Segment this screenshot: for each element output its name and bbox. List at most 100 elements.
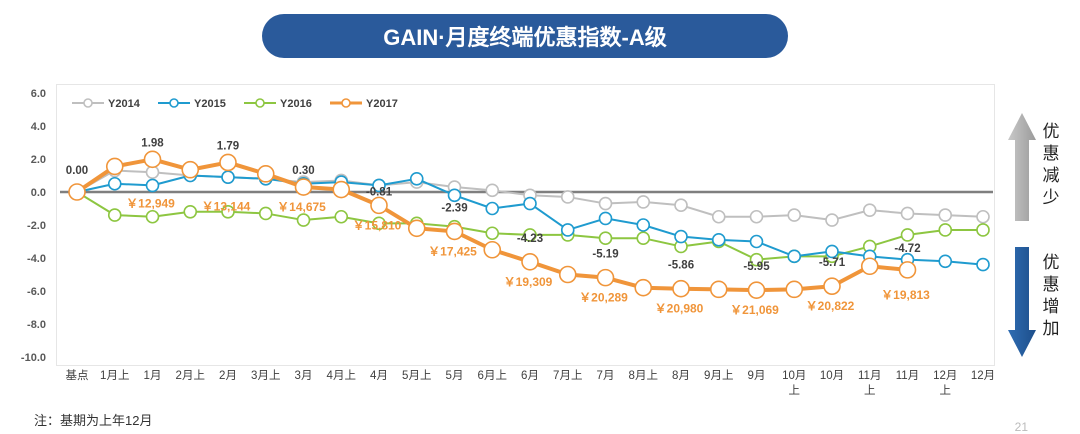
y-tick-label: -4.0 [27,253,46,265]
value-label: 0.30 [292,165,314,177]
arrow-up-icon [1008,113,1036,221]
data-point [219,153,237,172]
data-point [294,178,313,196]
data-point [256,165,275,183]
data-point [107,176,122,191]
data-point [523,228,537,242]
y-tick-label: -2.0 [27,220,46,232]
data-point [711,233,726,247]
x-tick-label: 5月 [446,370,464,382]
legend-marker [169,98,179,108]
x-tick-label: 2月 [219,370,237,382]
data-point [372,216,386,231]
legend-label: Y2016 [280,98,312,110]
y-tick-label: -6.0 [27,286,46,298]
x-tick-label-line: 11月 [858,370,881,382]
series-Y2017 [68,150,917,299]
x-tick-label: 1月上 [100,369,129,382]
y-tick-label: 2.0 [31,154,46,166]
x-tick-label: 6月上 [478,369,507,382]
data-point [976,223,990,237]
side-label-discount-increase: 优惠增加 [1041,252,1061,340]
data-point [787,208,802,222]
x-tick-label: 4月 [370,370,388,382]
price-label: ￥12,949 [126,196,175,210]
data-point [898,261,917,279]
series-line-Y2017 [75,157,908,293]
value-label: -5.19 [592,249,618,261]
legend-label: Y2015 [194,98,226,110]
data-point [372,178,386,193]
data-point [332,180,351,199]
data-point [221,170,235,184]
series-Y2014 [70,163,990,227]
data-point [409,172,424,186]
data-point [634,278,653,297]
data-point [296,213,311,227]
price-label: ￥17,425 [428,244,477,258]
data-point [860,257,879,276]
price-label: ￥20,289 [579,291,628,305]
data-point [862,203,877,217]
data-point [825,213,839,227]
x-tick-label: 12月 [971,370,995,382]
data-point [105,157,124,176]
data-point [749,252,764,267]
data-point [523,196,537,211]
x-tick-label: 6月 [521,370,539,382]
legend-marker [255,98,265,108]
data-point [785,280,804,299]
y-tick-label: 6.0 [31,88,46,100]
data-point [181,160,200,179]
side-label-discount-decrease: 优惠减少 [1041,121,1061,209]
price-label: ￥19,813 [881,288,930,302]
data-point [485,183,500,198]
y-tick-label: -8.0 [27,319,46,331]
data-point [145,178,160,193]
data-point [636,231,651,245]
chart-axes: 6.0 4.0 2.0 0.0 -2.0 -4.0 -6.0 -8.0 -10.0 基点 1月上 1月… [21,88,995,397]
data-point [598,196,613,211]
data-point [445,222,464,241]
data-point [107,208,122,222]
value-label: 1.79 [217,140,239,152]
x-tick-label: 7月 [597,370,615,382]
side-arrows [1008,113,1036,357]
data-point [221,205,235,219]
data-point [674,198,688,212]
y-tick-label: 4.0 [31,121,46,133]
data-point [636,195,651,209]
side-up-char: 减 [1042,166,1060,185]
x-tick-label: 基点 [66,369,89,382]
chart-series [68,150,990,299]
price-label: ￥19,309 [504,275,553,289]
x-tick-label: 5月上 [402,369,431,382]
data-point [258,206,273,221]
data-point [485,201,500,216]
price-label: ￥20,980 [655,302,704,316]
chart-legend: Y2014 Y2015 Y2016 Y2017 [72,98,398,110]
legend-marker [83,98,93,108]
data-point [749,209,764,224]
data-point [68,183,86,201]
plot-area-frame [56,84,995,366]
x-tick-label: 10月 [820,370,844,382]
side-down-char: 优 [1042,253,1060,272]
data-point [747,281,766,299]
data-point [334,209,349,224]
value-label: 1.98 [141,137,164,149]
data-point [560,190,575,204]
x-tick-label: 3月上 [251,369,280,382]
data-point [938,208,953,222]
x-tick-label: 9月 [748,370,766,382]
value-label: -4.72 [894,243,920,255]
data-point [598,231,613,245]
x-tick-label-line: 12月 [933,370,957,382]
data-point [711,209,726,224]
x-tick-label: 8月 [672,370,690,382]
arrow-down-icon [1008,247,1036,357]
legend-marker [341,98,351,108]
data-point [825,244,839,259]
price-label: ￥21,069 [730,303,779,317]
